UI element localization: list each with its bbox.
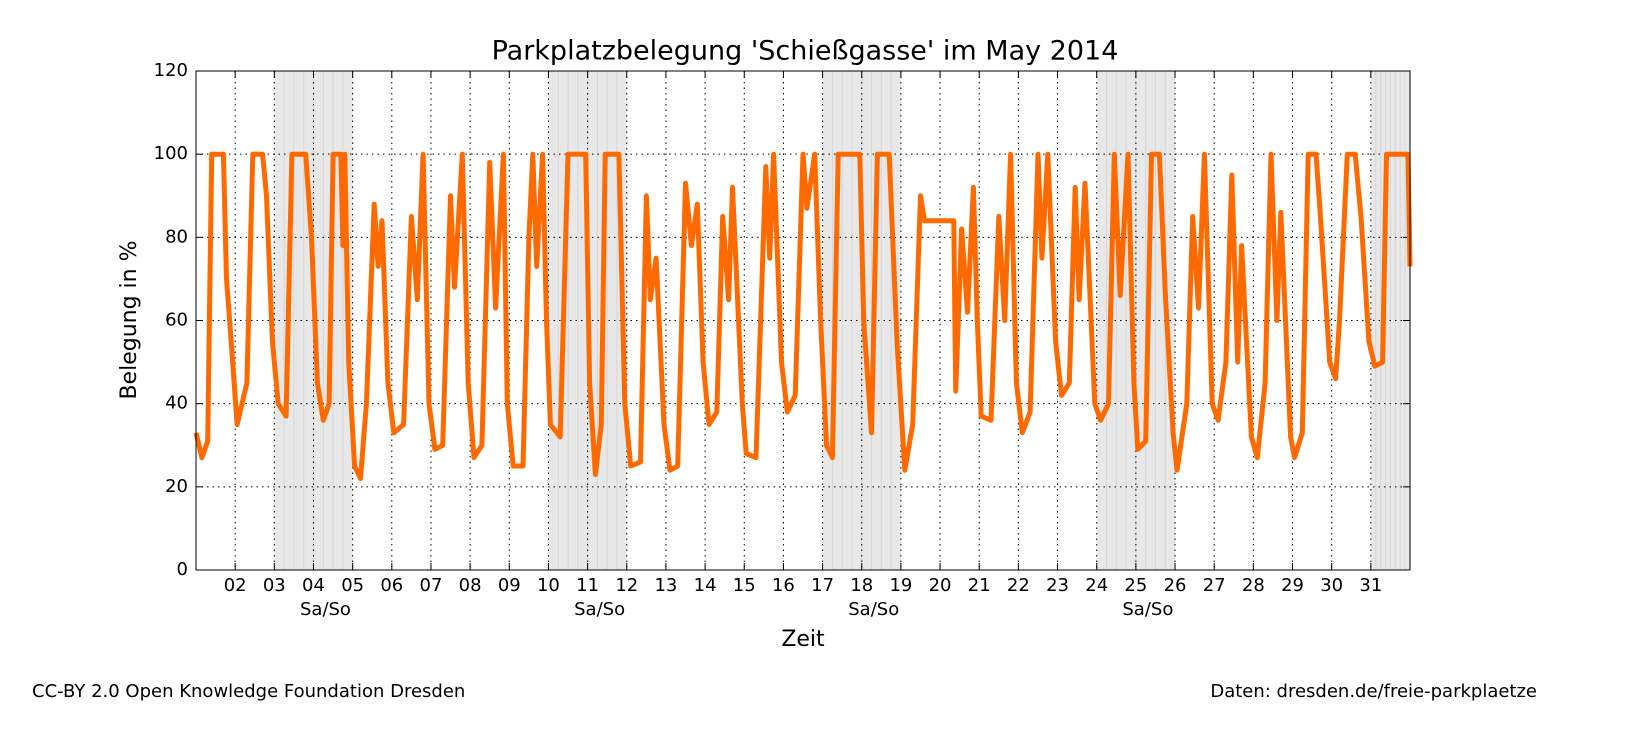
x-tick-label: 23	[1046, 575, 1069, 596]
y-tick-label: 40	[165, 393, 188, 414]
x-tick-label: 22	[1007, 575, 1030, 596]
x-tick-label: 19	[889, 575, 912, 596]
x-tick-label: 27	[1203, 575, 1226, 596]
x-tick-label: 14	[694, 575, 717, 596]
x-axis-label: Zeit	[781, 627, 825, 652]
footer-right: Daten: dresden.de/freie-parkplaetze	[1210, 681, 1537, 702]
footer-left: CC-BY 2.0 Open Knowledge Foundation Dres…	[32, 681, 465, 702]
x-tick-label: 03	[263, 575, 286, 596]
weekend-label: Sa/So	[848, 599, 899, 620]
x-tick-label: 04	[302, 575, 325, 596]
x-tick-label: 29	[1281, 575, 1304, 596]
y-tick-label: 60	[165, 310, 188, 331]
x-tick-label: 09	[498, 575, 521, 596]
weekend-label: Sa/So	[300, 599, 351, 620]
x-tick-label: 20	[929, 575, 952, 596]
x-tick-label: 28	[1242, 575, 1265, 596]
x-tick-label: 31	[1359, 575, 1382, 596]
plot-frame	[195, 70, 1411, 571]
x-tick-label: 08	[459, 575, 482, 596]
x-tick-label: 26	[1164, 575, 1187, 596]
x-tick-label: 06	[380, 575, 403, 596]
x-tick-label: 18	[850, 575, 873, 596]
chart-title: Parkplatzbelegung 'Schießgasse' im May 2…	[492, 36, 1119, 67]
x-tick-label: 15	[733, 575, 756, 596]
x-tick-label: 25	[1124, 575, 1147, 596]
x-tick-label: 11	[576, 575, 599, 596]
y-tick-label: 120	[154, 60, 188, 81]
y-tick-label: 100	[154, 143, 188, 164]
y-axis-label: Belegung in %	[117, 240, 142, 399]
y-tick-label: 0	[177, 559, 188, 580]
x-tick-label: 05	[341, 575, 364, 596]
y-tick-label: 20	[165, 476, 188, 497]
weekend-label: Sa/So	[574, 599, 625, 620]
x-tick-label: 17	[811, 575, 834, 596]
x-tick-label: 24	[1085, 575, 1108, 596]
x-tick-label: 13	[654, 575, 677, 596]
y-tick-label: 80	[165, 226, 188, 247]
x-tick-label: 07	[420, 575, 443, 596]
x-tick-label: 21	[968, 575, 991, 596]
data-line	[193, 151, 1413, 481]
x-tick-label: 12	[615, 575, 638, 596]
x-tick-label: 10	[537, 575, 560, 596]
x-tick-label: 16	[772, 575, 795, 596]
x-tick-label: 02	[224, 575, 247, 596]
x-tick-label: 30	[1320, 575, 1343, 596]
weekend-label: Sa/So	[1122, 599, 1173, 620]
